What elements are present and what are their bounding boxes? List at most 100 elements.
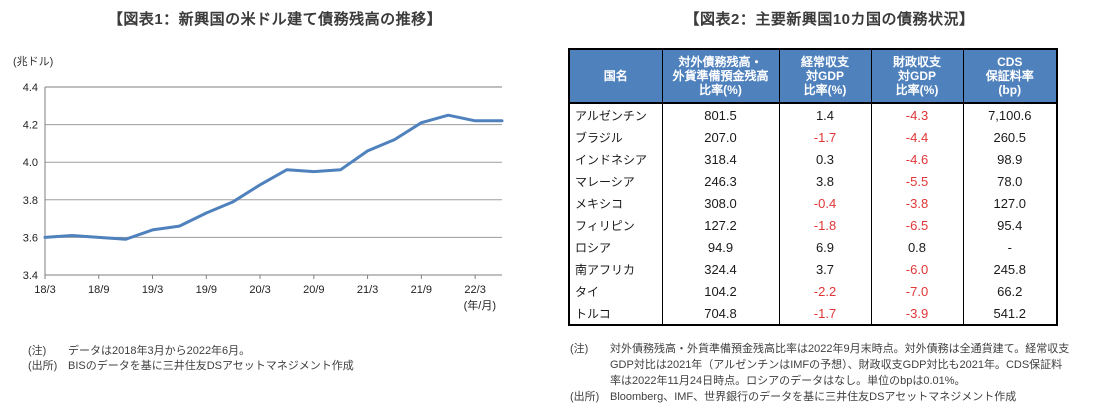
x-tick-label: 20/9 (303, 284, 324, 296)
figure2-title: 【図表2：主要新興国10カ国の債務状況】 (684, 11, 975, 28)
value-cell: 318.4 (661, 148, 779, 170)
table-row: フィリピン 127.2 -1.8 -6.5 95.4 (569, 214, 1057, 236)
value-cell: 95.4 (962, 214, 1057, 236)
note-text: 対外債務残高・外貨準備預金残高比率は2022年9月末時点。対外債務は全通貨建て。… (610, 343, 1070, 387)
y-tick-label: 3.4 (23, 270, 38, 282)
table-row: アルゼンチン 801.5 1.4 -4.3 7,100.6 (569, 103, 1057, 126)
value-cell: - (962, 236, 1057, 258)
value-cell: -7.0 (870, 280, 963, 302)
value-cell: -4.4 (870, 126, 963, 148)
y-tick-label: 4.4 (23, 82, 38, 94)
value-cell: -6.5 (870, 214, 963, 236)
x-tick-label: 19/3 (142, 284, 163, 296)
value-cell: 246.3 (661, 170, 779, 192)
note-text: データは2018年3月から2022年6月。 (68, 345, 251, 357)
country-cell: ブラジル (575, 130, 623, 145)
x-tick-label: 20/3 (249, 284, 270, 296)
y-tick-label: 4.0 (23, 157, 38, 169)
column-header-line: 経常収支 (800, 55, 849, 69)
column-header-line: 保証料率 (985, 69, 1034, 83)
figure1-notes: (注) データは2018年3月から2022年6月。 (出所) BISのデータを基… (28, 344, 540, 374)
country-cell: フィリピン (575, 218, 635, 233)
country-cell: ロシア (575, 240, 612, 255)
value-cell: 3.8 (778, 170, 871, 192)
source-label: (出所) (28, 360, 58, 372)
debt-status-table: 国名 対外債務残高・ 外貨準備預金残高 比率(%) 経常収支 対GDP 比率(%) 財政収支対… (568, 48, 1058, 326)
value-cell: 245.8 (962, 258, 1057, 280)
value-cell: 0.8 (870, 236, 963, 258)
country-cell: インドネシア (575, 152, 648, 167)
value-cell: 3.7 (778, 258, 871, 280)
country-cell: メキシコ (575, 196, 624, 211)
value-cell: -6.0 (870, 258, 963, 280)
value-cell: 66.2 (962, 280, 1057, 302)
x-tick-label: 21/9 (411, 284, 432, 296)
source-row: (出所) BISのデータを基に三井住友DSアセットマネジメント作成 (28, 359, 540, 374)
country-cell: タイ (575, 284, 600, 299)
value-cell: 104.2 (661, 280, 779, 302)
value-cell: 0.3 (778, 148, 871, 170)
x-axis-unit-label: (年/月) (464, 298, 496, 312)
value-cell: 7,100.6 (962, 103, 1057, 126)
y-tick-label: 4.2 (23, 120, 38, 132)
value-cell: 1.4 (778, 103, 871, 126)
value-cell: -1.8 (778, 214, 871, 236)
y-tick-label: 3.8 (23, 195, 38, 207)
source-text: Bloomberg、IMF、世界銀行のデータを基に三井住友DSアセットマネジメン… (610, 391, 1017, 403)
x-tick-label: 21/3 (357, 284, 378, 296)
value-cell: -1.7 (778, 126, 871, 148)
value-cell: 94.9 (661, 236, 779, 258)
table-row: タイ 104.2 -2.2 -7.0 66.2 (569, 280, 1057, 302)
value-cell: -5.5 (870, 170, 963, 192)
table-row: マレーシア 246.3 3.8 -5.5 78.0 (569, 170, 1057, 192)
value-cell: 308.0 (661, 192, 779, 214)
column-header-line: 国名 (603, 69, 628, 83)
column-header: 対外債務残高・ 外貨準備預金残高 比率(%) (661, 49, 779, 104)
value-cell: -4.6 (870, 148, 963, 170)
value-cell: 127.2 (661, 214, 779, 236)
value-cell: 260.5 (962, 126, 1057, 148)
table-header: 国名 対外債務残高・ 外貨準備預金残高 比率(%) 経常収支 対GDP 比率(%) 財政収支対… (569, 49, 1057, 104)
value-cell: 704.8 (661, 302, 779, 325)
value-cell: -3.9 (870, 302, 963, 325)
value-cell: 6.9 (778, 236, 871, 258)
column-header-line: 比率(%) (803, 83, 847, 97)
value-cell: -2.2 (778, 280, 871, 302)
column-header-line: (bp) (998, 83, 1022, 97)
table-row: 南アフリカ 324.4 3.7 -6.0 245.8 (569, 258, 1057, 280)
column-header-line: 比率(%) (895, 83, 939, 97)
column-header: 経常収支 対GDP 比率(%) (778, 49, 871, 104)
figure2-panel: 【図表2：主要新興国10カ国の債務状況】 国名対外債務残高・ 外貨準備預金残高 比率… (560, 0, 1099, 412)
figure2-notes: (注) 対外債務残高・外貨準備預金残高比率は2022年9月末時点。対外債務は全通… (570, 341, 1078, 405)
value-cell: -4.3 (870, 103, 963, 126)
table-row: ロシア 94.9 6.9 0.8- (569, 236, 1057, 258)
value-cell: -1.7 (778, 302, 871, 325)
note-row: (注) 対外債務残高・外貨準備預金残高比率は2022年9月末時点。対外債務は全通… (570, 341, 1078, 389)
x-tick-label: 19/9 (196, 284, 217, 296)
figure1-panel: 【図表1：新興国の米ドル建て債務残高の推移】 (兆ドル) 3.4 3.6 3.8 4.… (13, 11, 540, 374)
country-cell: 南アフリカ (575, 262, 636, 277)
source-label: (出所) (570, 391, 600, 403)
table-header-row: 国名 対外債務残高・ 外貨準備預金残高 比率(%) 経常収支 対GDP 比率(%) 財政収支対… (569, 49, 1057, 104)
value-cell: 801.5 (661, 103, 779, 126)
table-row: トルコ 704.8 -1.7 -3.9 541.2 (569, 302, 1057, 325)
column-header-line: 比率(%) (699, 83, 742, 97)
usd-debt-line-chart: 3.4 3.6 3.8 4.0 4.2 4.4 18/3 18/9 19/3 19/9 20/3 20… (23, 82, 504, 312)
column-header: 国名 (569, 49, 662, 104)
table-row: インドネシア 318.4 0.3 -4.6 98.9 (569, 148, 1057, 170)
source-text: BISのデータを基に三井住友DSアセットマネジメント作成 (68, 360, 354, 372)
column-header-line: 対GDP (805, 69, 844, 83)
value-cell: 541.2 (962, 302, 1057, 325)
column-header: CDS 保証料率 (bp) (962, 49, 1057, 104)
table-body: アルゼンチン 801.5 1.4 -4.3 7,100.6 ブラジル 207.0 -1.7 -4… (569, 103, 1057, 325)
column-header-line: 外貨準備預金残高 (672, 69, 769, 83)
x-tick-label: 18/3 (34, 284, 55, 296)
table-row: メキシコ 308.0 -0.4 -3.8 127.0 (569, 192, 1057, 214)
note-row: (注) データは2018年3月から2022年6月。 (28, 344, 540, 359)
column-header: 財政収支 対GDP 比率(%) (870, 49, 963, 104)
value-cell: 98.9 (962, 148, 1057, 170)
value-cell: 78.0 (962, 170, 1057, 192)
table-row: ブラジル 207.0 -1.7 -4.4 260.5 (569, 126, 1057, 148)
value-cell: 207.0 (661, 126, 779, 148)
value-cell: -3.8 (870, 192, 963, 214)
